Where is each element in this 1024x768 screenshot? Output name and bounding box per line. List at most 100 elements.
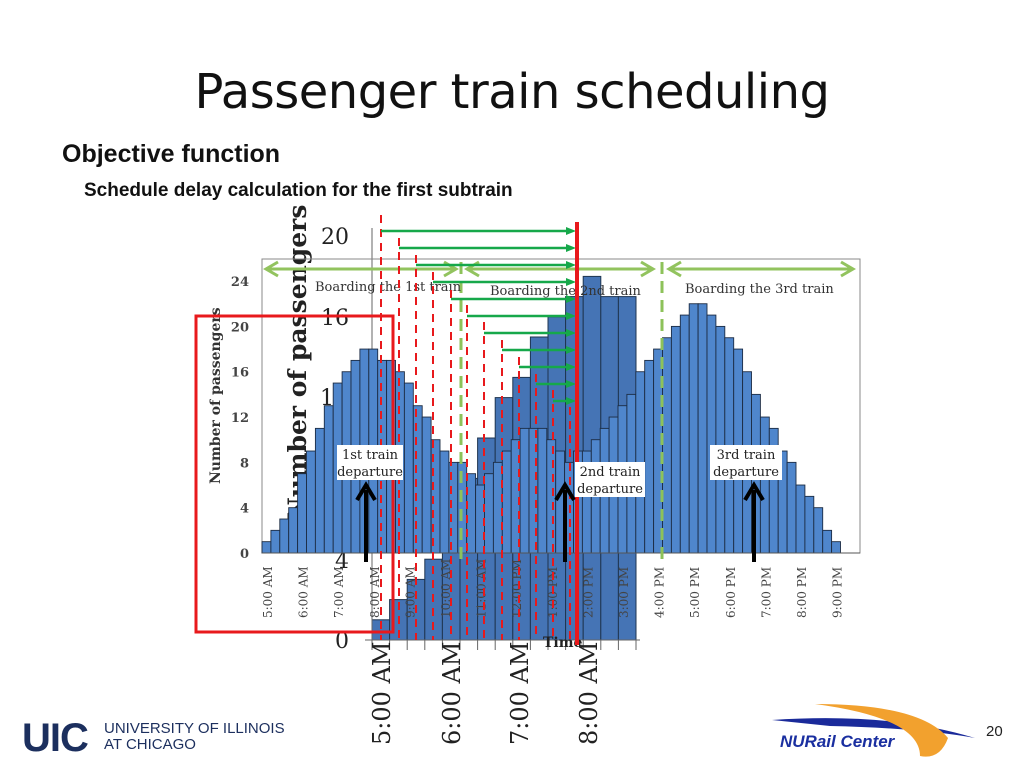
main-bar [759,416,770,554]
arrowhead-icon [566,363,576,371]
main-bar [270,529,281,554]
main-x-tick-label: 8:00 AM [368,566,382,618]
up-arrow-icon [554,481,576,502]
main-y-tick-label: 4 [240,502,249,517]
main-x-tick-label: 7:00 PM [759,567,773,618]
main-x-tick-label: 6:00 PM [724,567,738,618]
main-bar [697,303,708,554]
arrowhead-icon [566,295,576,303]
departure-label-box [710,445,782,480]
main-x-tick-label: 4:00 PM [653,567,667,618]
main-bar [706,314,717,554]
main-bar [715,325,726,554]
main-x-tick-label: 6:00 AM [297,566,311,618]
back-x-tick-label: 7:00 AM [506,642,534,745]
main-bar [288,507,299,554]
arrowhead-icon [566,244,576,252]
main-y-axis-label: Number of passengers [208,307,224,484]
main-bar [306,450,316,554]
arrowhead-icon [566,346,576,354]
subheading: Schedule delay calculation for the first… [84,180,513,201]
main-bar [501,450,512,554]
boarding-label: Boarding the 1st train [315,280,462,295]
main-y-tick-label: 20 [231,320,249,335]
up-arrow-icon [355,481,377,502]
main-bar [804,495,815,554]
nurail-logo-text: NURail Center [780,732,895,751]
boarding-label: Boarding the 2nd train [490,284,642,299]
arrowhead-icon [566,329,576,337]
main-bar [644,359,655,554]
up-arrow-icon [743,481,765,502]
uic-name-line2: AT CHICAGO [104,736,196,753]
main-x-tick-label: 5:00 PM [688,567,702,618]
page-number: 20 [986,723,1003,740]
main-bar [466,473,477,554]
main-x-tick-label: 12:00 PM [510,559,524,618]
back-y-tick-label: 16 [321,306,349,331]
arrowhead-icon [566,227,576,235]
main-bar [323,405,334,554]
boarding-label: Boarding the 3rd train [685,282,834,297]
main-y-tick-label: 24 [231,275,249,290]
main-x-tick-label: 5:00 AM [261,566,275,618]
main-x-tick-label: 2:00 PM [581,567,595,618]
departure-label-box [337,445,403,480]
main-x-tick-label: 9:00 PM [831,567,845,618]
main-bar [484,473,494,554]
back-y-tick-label: 0 [335,629,349,654]
departure-label-line1: 3rd train [717,448,776,463]
nurail-swoosh-logo [772,704,975,757]
main-x-tick-label: 7:00 AM [332,566,346,618]
main-x-tick-label: 10:00 AM [439,559,453,618]
main-y-tick-label: 0 [240,547,249,562]
uic-logo: UIC [22,716,89,760]
back-x-tick-label: 5:00 AM [368,642,396,745]
departure-label-line1: 1st train [342,448,399,463]
arrowhead-icon [566,278,576,286]
back-x-axis-label: Time [543,635,583,651]
main-x-tick-label: 9:00 AM [403,566,417,618]
back-x-tick-label: 8:00 AM [575,642,603,745]
departure-label-line2: departure [337,465,403,480]
main-y-tick-label: 8 [240,456,249,471]
back-y-tick-label: 20 [321,225,349,250]
departure-label-line2: departure [713,465,779,480]
main-bar [261,541,272,554]
main-bar [537,427,548,554]
slide-title: Passenger train scheduling [194,64,830,120]
main-x-tick-label: 8:00 PM [795,567,809,618]
back-x-tick-label: 6:00 AM [438,642,466,745]
main-bar [786,461,797,554]
departure-label-box [575,462,645,497]
main-x-tick-label: 11:00 AM [475,559,489,618]
main-bar [403,382,414,554]
main-bar [831,541,841,554]
arrowhead-icon [566,261,576,269]
main-bar [795,484,806,554]
main-y-tick-label: 12 [231,411,249,426]
arrowhead-icon [566,312,576,320]
back-y-tick-label: 4 [335,549,349,574]
departure-label-line2: departure [577,482,643,497]
main-bar [412,405,423,554]
main-bar [670,325,681,554]
main-y-tick-label: 16 [231,366,249,381]
arrowhead-icon [566,380,576,388]
main-x-tick-label: 3:00 PM [617,567,631,618]
back-y-tick-label: 1 [320,386,334,411]
main-bar [279,518,290,554]
uic-name-line1: UNIVERSITY OF ILLINOIS [104,720,285,737]
uic-name: UNIVERSITY OF ILLINOIS AT CHICAGO [104,721,285,753]
main-bar [421,416,432,554]
main-bar [492,461,503,554]
main-bar [519,427,530,554]
main-bar [314,427,325,554]
main-bar [546,439,557,554]
arrowhead-icon [566,397,576,405]
heading: Objective function [62,140,281,168]
main-bar [662,337,672,554]
main-bar [813,507,824,554]
boarding-arrowhead-icon [666,260,856,278]
